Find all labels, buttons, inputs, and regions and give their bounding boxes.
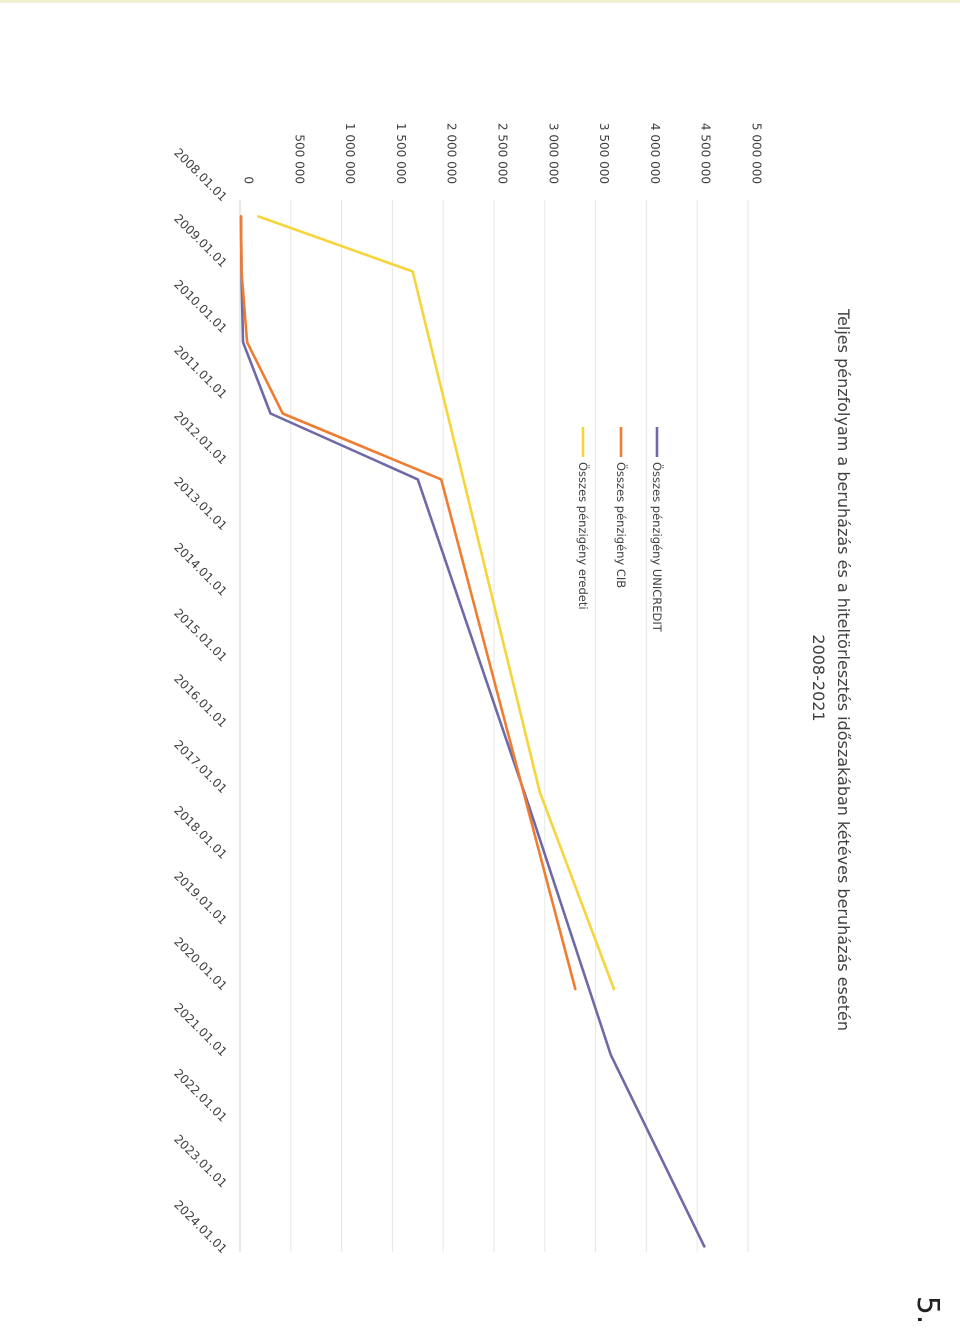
value-tick-label: 3 500 000 xyxy=(597,123,611,184)
date-tick-label: 2008.01.01 xyxy=(171,146,229,204)
legend-label-eredeti: Összes pénzigény eredeti xyxy=(576,462,592,610)
date-tick-label: 2021.01.01 xyxy=(171,1001,229,1059)
legend-label-unicredit: Összes pénzigény UNICREDIT xyxy=(650,462,666,633)
value-tick-label: 500 000 xyxy=(292,134,306,184)
chart-subtitle-group: 2008-2021 xyxy=(809,634,828,721)
value-tick-label: 5 000 000 xyxy=(750,123,764,184)
date-axis-ticks: 2008.01.01 2009.01.01 2010.01.01 2011.01.01… xyxy=(171,146,229,1256)
chart-subtitle: 2008-2021 xyxy=(809,634,828,721)
value-tick-label: 2 000 000 xyxy=(445,123,459,184)
series-line-unicredit xyxy=(239,215,706,1248)
legend: Összes pénzigény UNICREDIT Összes pénzigé… xyxy=(576,427,666,633)
chart-title-group: Teljes pénzfolyam a beruházás és a hitel… xyxy=(834,308,853,1031)
date-tick-label: 2017.01.01 xyxy=(171,738,229,796)
date-tick-label: 2016.01.01 xyxy=(171,672,229,730)
date-tick-label: 2015.01.01 xyxy=(171,606,229,664)
gridlines xyxy=(239,200,749,1252)
value-tick-label: 0 xyxy=(242,176,256,184)
date-tick-label: 2011.01.01 xyxy=(171,343,229,401)
legend-label-cib: Összes pénzigény CIB xyxy=(614,462,630,588)
date-tick-label: 2010.01.01 xyxy=(171,277,229,335)
value-tick-label: 1 000 000 xyxy=(343,123,357,184)
date-tick-label: 2020.01.01 xyxy=(171,935,229,993)
series-line-eredeti xyxy=(256,215,616,991)
value-axis-ticks: 0 500 000 1 000 000 1 500 000 2 000 000 2 500… xyxy=(242,123,764,184)
date-tick-label: 2009.01.01 xyxy=(171,212,229,270)
date-tick-label: 2014.01.01 xyxy=(171,540,229,598)
date-tick-label: 2022.01.01 xyxy=(171,1066,229,1124)
date-tick-label: 2024.01.01 xyxy=(171,1198,229,1256)
value-tick-label: 1 500 000 xyxy=(394,123,408,184)
date-tick-label: 2018.01.01 xyxy=(171,803,229,861)
date-tick-label: 2023.01.01 xyxy=(171,1132,229,1190)
series-line-cib xyxy=(239,215,577,991)
date-tick-label: 2012.01.01 xyxy=(171,409,229,467)
page-number: 5. xyxy=(910,1296,945,1325)
value-tick-label: 4 000 000 xyxy=(648,123,662,184)
series-lines xyxy=(239,215,706,1248)
date-tick-label: 2013.01.01 xyxy=(171,475,229,533)
date-tick-label: 2019.01.01 xyxy=(171,869,229,927)
value-tick-label: 2 500 000 xyxy=(496,123,510,184)
scan-edge xyxy=(0,0,960,3)
value-tick-label: 3 000 000 xyxy=(546,123,560,184)
value-tick-label: 4 500 000 xyxy=(699,123,713,184)
chart-title: Teljes pénzfolyam a beruházás és a hitel… xyxy=(834,308,853,1031)
